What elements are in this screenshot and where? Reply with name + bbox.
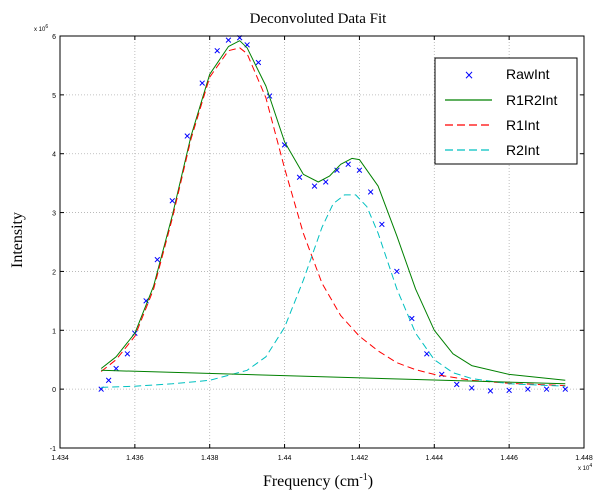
x-multiplier-exp: 4 (589, 463, 592, 469)
x-axis-label-main: Frequency (cm (263, 473, 360, 490)
x-tick-label: 1.44 (278, 455, 292, 462)
x-tick-label: 1.438 (201, 455, 219, 462)
y-tick-label: -1 (50, 446, 56, 453)
legend: × RawInt R1R2Int R1Int R2Int (435, 58, 577, 164)
y-tick-label: 5 (52, 93, 56, 100)
x-axis-label-close: ) (368, 473, 373, 490)
x-tick-label: 1.446 (500, 455, 518, 462)
x-axis-label: Frequency (cm-1) (263, 472, 373, 490)
x-tick-label: 1.444 (426, 455, 444, 462)
y-tick-label: 0 (52, 387, 56, 394)
y-tick-label: 6 (52, 34, 56, 41)
y-tick-label: 2 (52, 269, 56, 276)
legend-label-r1r2int: R1R2Int (506, 92, 557, 108)
legend-label-rawint: RawInt (506, 66, 550, 82)
y-multiplier-base: x 10 (34, 27, 46, 33)
y-multiplier-exp: 6 (45, 24, 48, 30)
x-tick-label: 1.442 (351, 455, 369, 462)
y-tick-label: 4 (52, 152, 56, 159)
legend-marker-rawint: × (464, 68, 474, 82)
y-tick-label: 3 (52, 211, 56, 218)
x-tick-label: 1.436 (126, 455, 144, 462)
x-tick-label: 1.434 (51, 455, 69, 462)
x-axis-label-sup: -1 (359, 472, 367, 483)
x-tick-label: 1.448 (575, 455, 593, 462)
y-axis-label: Intensity (9, 212, 26, 268)
chart-title: Deconvoluted Data Fit (250, 11, 387, 27)
legend-label-r2int: R2Int (506, 142, 540, 158)
y-tick-label: 1 (52, 328, 56, 335)
legend-label-r1int: R1Int (506, 117, 540, 133)
x-multiplier-base: x 10 (578, 466, 590, 472)
